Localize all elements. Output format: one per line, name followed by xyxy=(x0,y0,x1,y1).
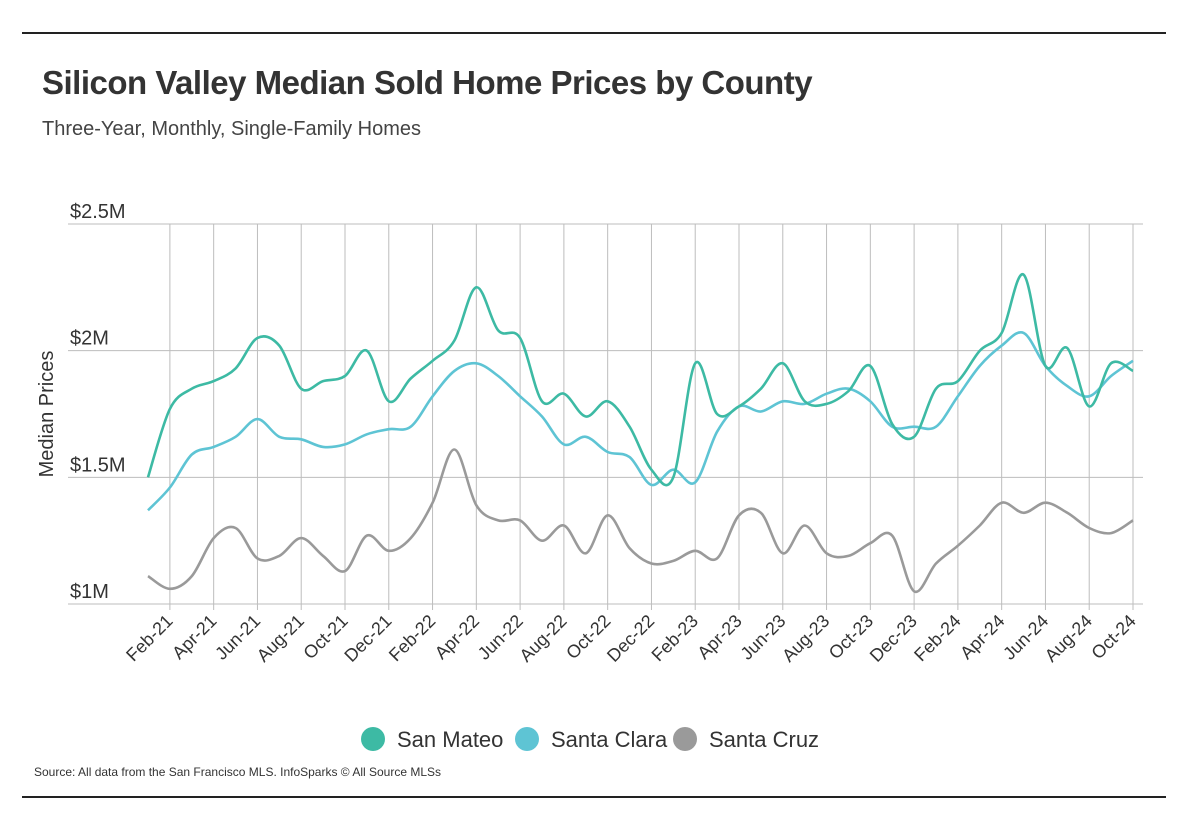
x-tick-label: Aug-24 xyxy=(1041,611,1096,666)
x-tick-label: Apr-21 xyxy=(168,611,220,663)
series-line-santa-clara xyxy=(147,330,1134,512)
y-tick-label: $2.5M xyxy=(70,201,126,223)
chart-grid xyxy=(68,223,1143,610)
x-tick-label: Apr-22 xyxy=(431,611,483,663)
x-tick-label: Aug-21 xyxy=(253,611,308,666)
legend-label-santa-cruz: Santa Cruz xyxy=(709,727,819,752)
legend-swatch-san-mateo xyxy=(361,727,385,751)
x-tick-label: Apr-24 xyxy=(956,611,1008,663)
chart-legend: San Mateo Santa Clara Santa Cruz xyxy=(361,727,819,752)
x-tick-label: Dec-23 xyxy=(866,611,921,666)
chart-axes: $1M$1.5M$2M$2.5MFeb-21Apr-21Jun-21Aug-21… xyxy=(36,201,1140,666)
x-tick-label: Feb-22 xyxy=(385,611,439,665)
source-note: Source: All data from the San Francisco … xyxy=(34,765,442,779)
legend-label-san-mateo: San Mateo xyxy=(397,727,503,752)
legend-swatch-santa-clara xyxy=(515,727,539,751)
x-tick-label: Dec-21 xyxy=(340,611,395,666)
y-tick-label: $1.5M xyxy=(70,454,126,476)
x-tick-label: Apr-23 xyxy=(693,611,745,663)
legend-swatch-santa-cruz xyxy=(673,727,697,751)
top-rule xyxy=(22,32,1166,34)
series-line-san-mateo xyxy=(146,273,1134,487)
bottom-rule xyxy=(22,796,1166,798)
x-tick-label: Feb-23 xyxy=(648,611,702,665)
x-tick-label: Aug-22 xyxy=(516,611,571,666)
chart-title: Silicon Valley Median Sold Home Prices b… xyxy=(42,64,813,101)
chart-series xyxy=(146,273,1134,594)
series-line-santa-cruz xyxy=(147,448,1134,594)
chart-subtitle: Three-Year, Monthly, Single-Family Homes xyxy=(42,118,422,140)
x-tick-label: Aug-23 xyxy=(778,611,833,666)
x-tick-label: Feb-24 xyxy=(910,611,964,665)
y-axis-title: Median Prices xyxy=(36,351,58,478)
legend-label-santa-clara: Santa Clara xyxy=(551,727,668,752)
y-tick-label: $2M xyxy=(70,328,109,350)
x-tick-label: Oct-24 xyxy=(1087,611,1139,663)
x-tick-label: Feb-21 xyxy=(122,611,176,665)
x-tick-label: Dec-22 xyxy=(603,611,658,666)
y-tick-label: $1M xyxy=(70,581,109,603)
